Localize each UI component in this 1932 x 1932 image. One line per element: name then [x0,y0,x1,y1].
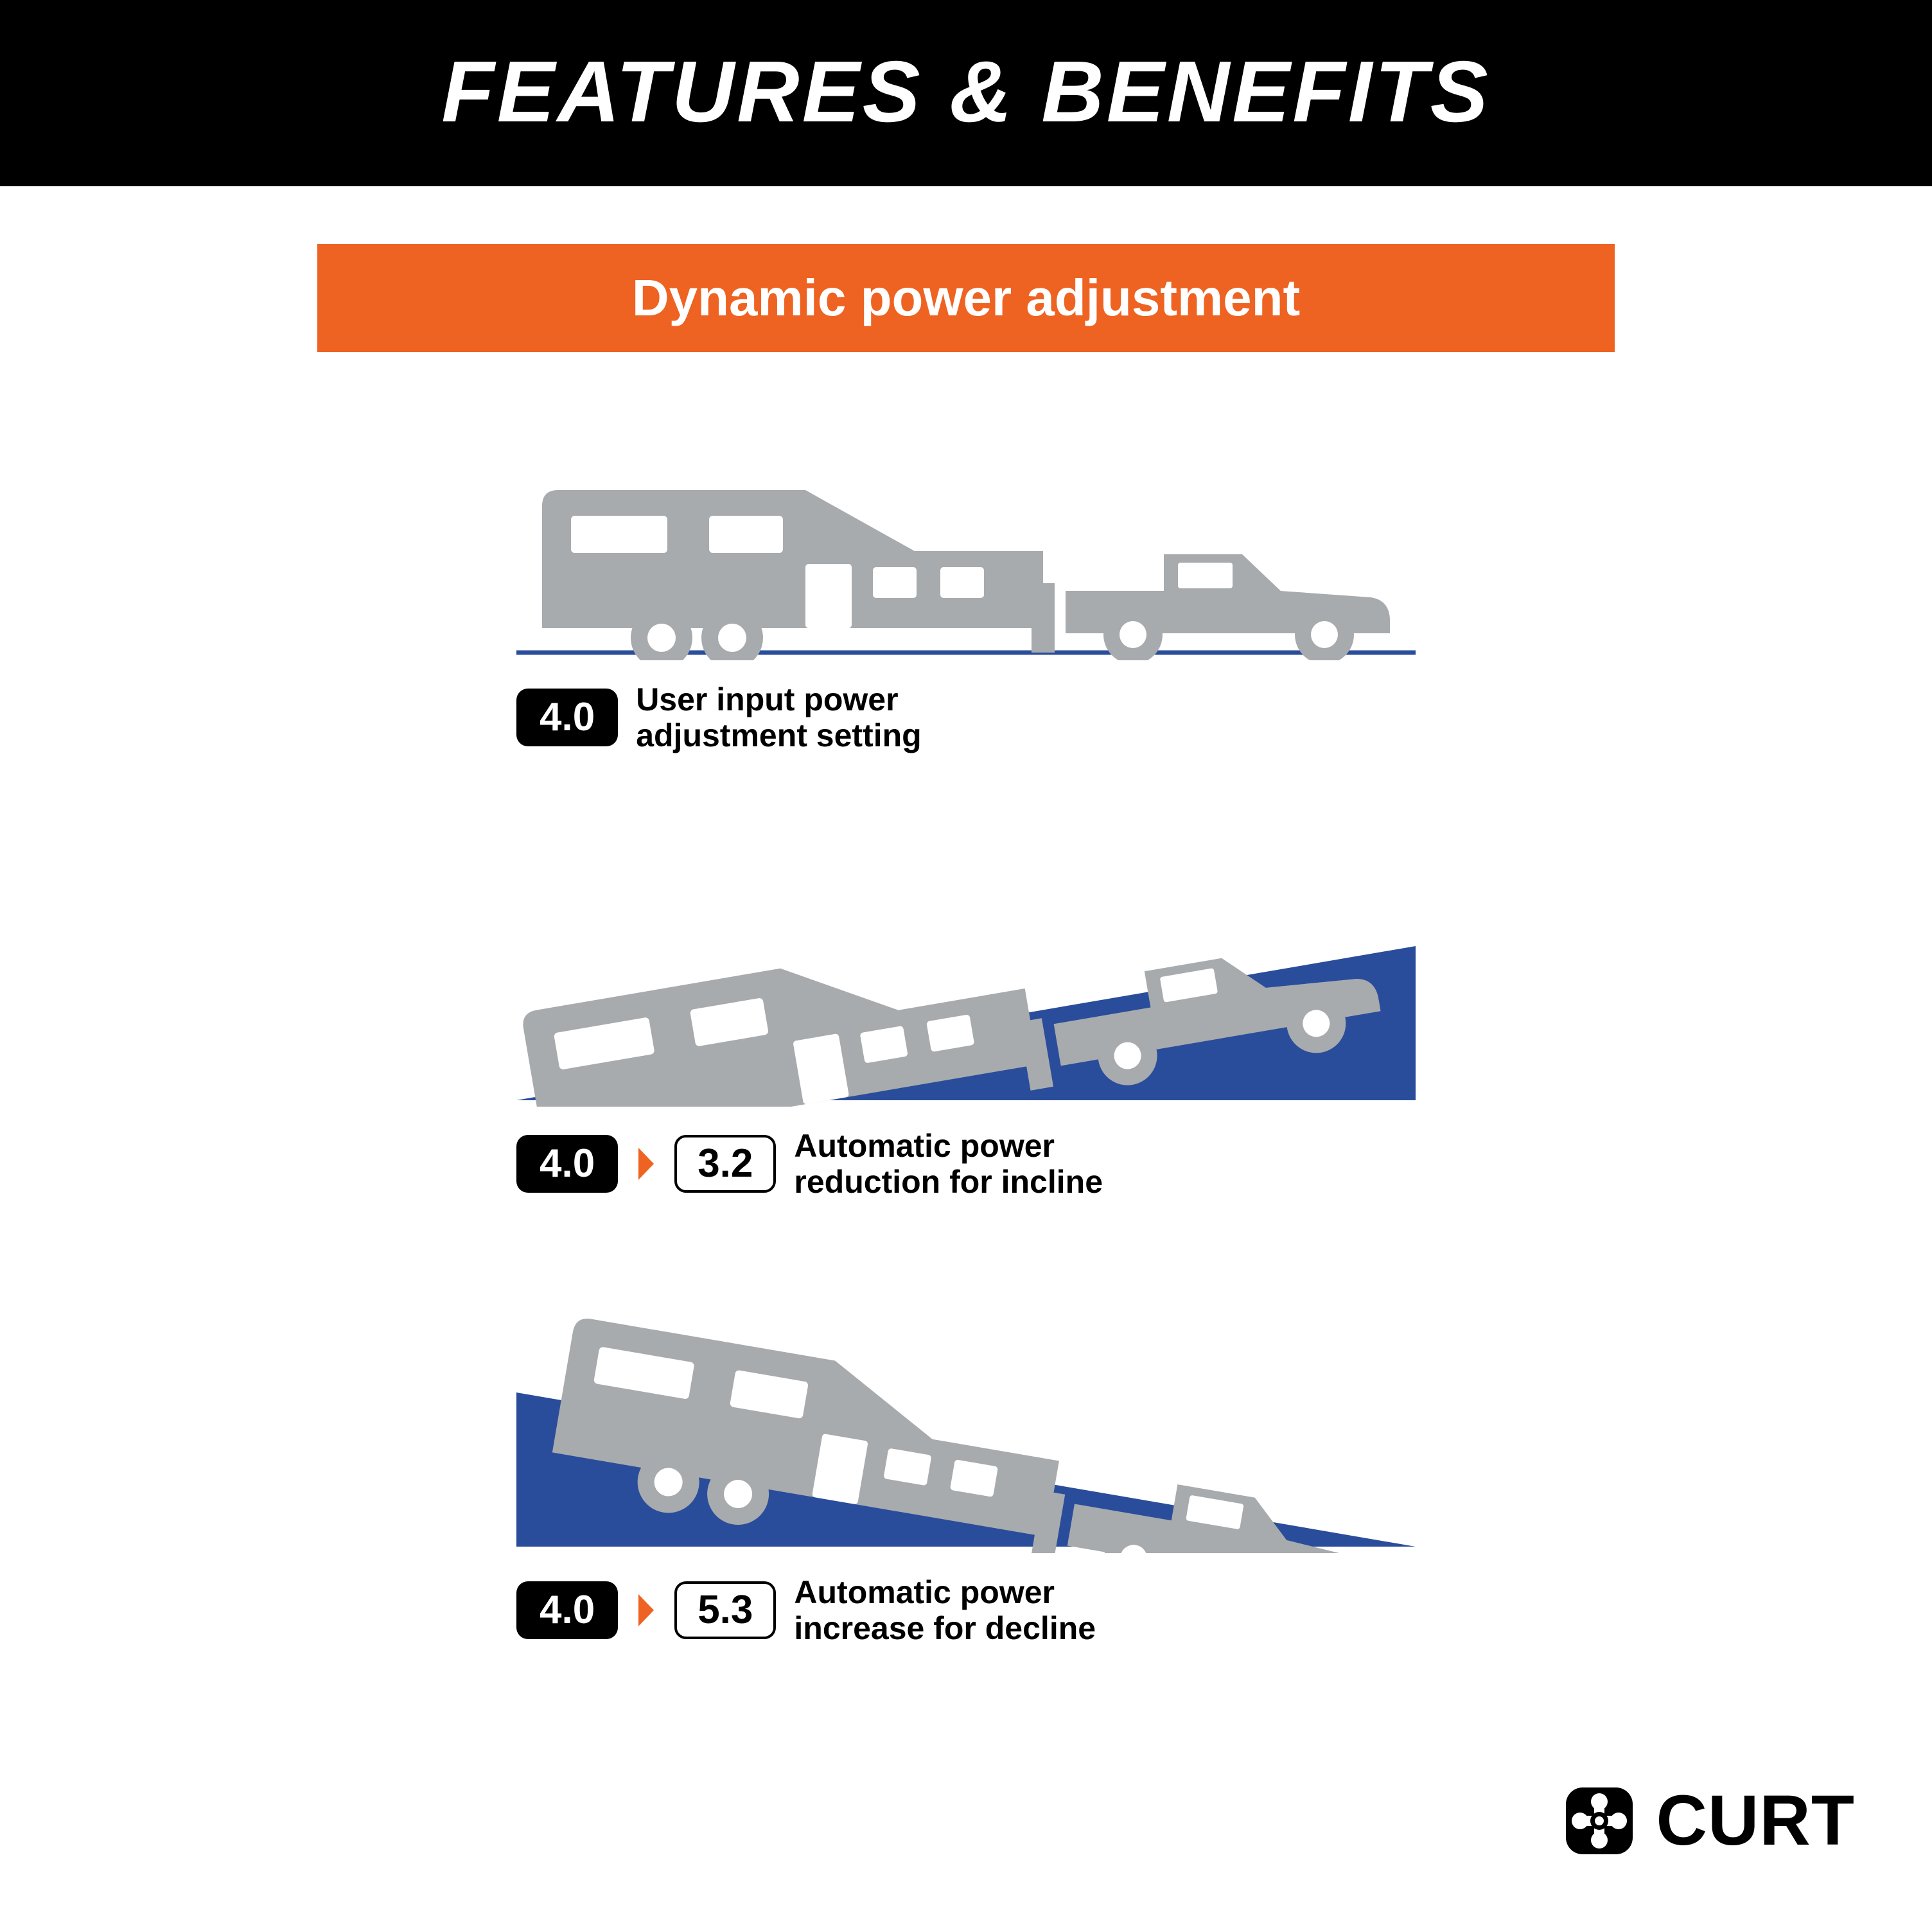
brand-name: CURT [1656,1780,1855,1861]
scenario-flat: 4.0 User input power adjustment setting [317,429,1615,753]
badge-from: 4.0 [516,1581,618,1639]
desc-line1: Automatic power [794,1128,1055,1164]
brand-logo: CURT [1561,1780,1855,1861]
label-row-incline: 4.0 3.2 Automatic power reduction for in… [516,1128,1416,1200]
desc-flat: User input power adjustment setting [636,681,921,753]
label-row-flat: 4.0 User input power adjustment setting [516,681,1416,753]
desc-line2: adjustment setting [636,717,921,753]
arrow-right-icon [636,1146,656,1181]
illustration-incline [516,824,1416,1110]
brand-icon [1561,1782,1638,1859]
badge-to: 3.2 [674,1135,776,1193]
badge-from: 4.0 [516,1135,618,1193]
desc-line2: reduction for incline [794,1164,1103,1200]
desc-line2: increase for decline [794,1610,1096,1646]
arrow-right-icon [636,1593,656,1628]
badge-from: 4.0 [516,689,618,746]
desc-decline: Automatic power increase for decline [794,1574,1096,1646]
desc-line1: Automatic power [794,1574,1055,1610]
sub-banner-title: Dynamic power adjustment [317,268,1615,328]
desc-incline: Automatic power reduction for incline [794,1128,1103,1200]
illustration-flat [516,429,1416,663]
scenarios-container: 4.0 User input power adjustment setting [317,352,1615,1646]
label-row-decline: 4.0 5.3 Automatic power increase for dec… [516,1574,1416,1646]
illustration-decline [516,1270,1416,1556]
desc-line1: User input power [636,681,898,717]
header-title: FEATURES & BENEFITS [0,42,1932,141]
header-bar: FEATURES & BENEFITS [0,0,1932,186]
scenario-decline: 4.0 5.3 Automatic power increase for dec… [317,1270,1615,1646]
scenario-incline: 4.0 3.2 Automatic power reduction for in… [317,824,1615,1200]
badge-to: 5.3 [674,1581,776,1639]
sub-banner: Dynamic power adjustment [317,244,1615,352]
